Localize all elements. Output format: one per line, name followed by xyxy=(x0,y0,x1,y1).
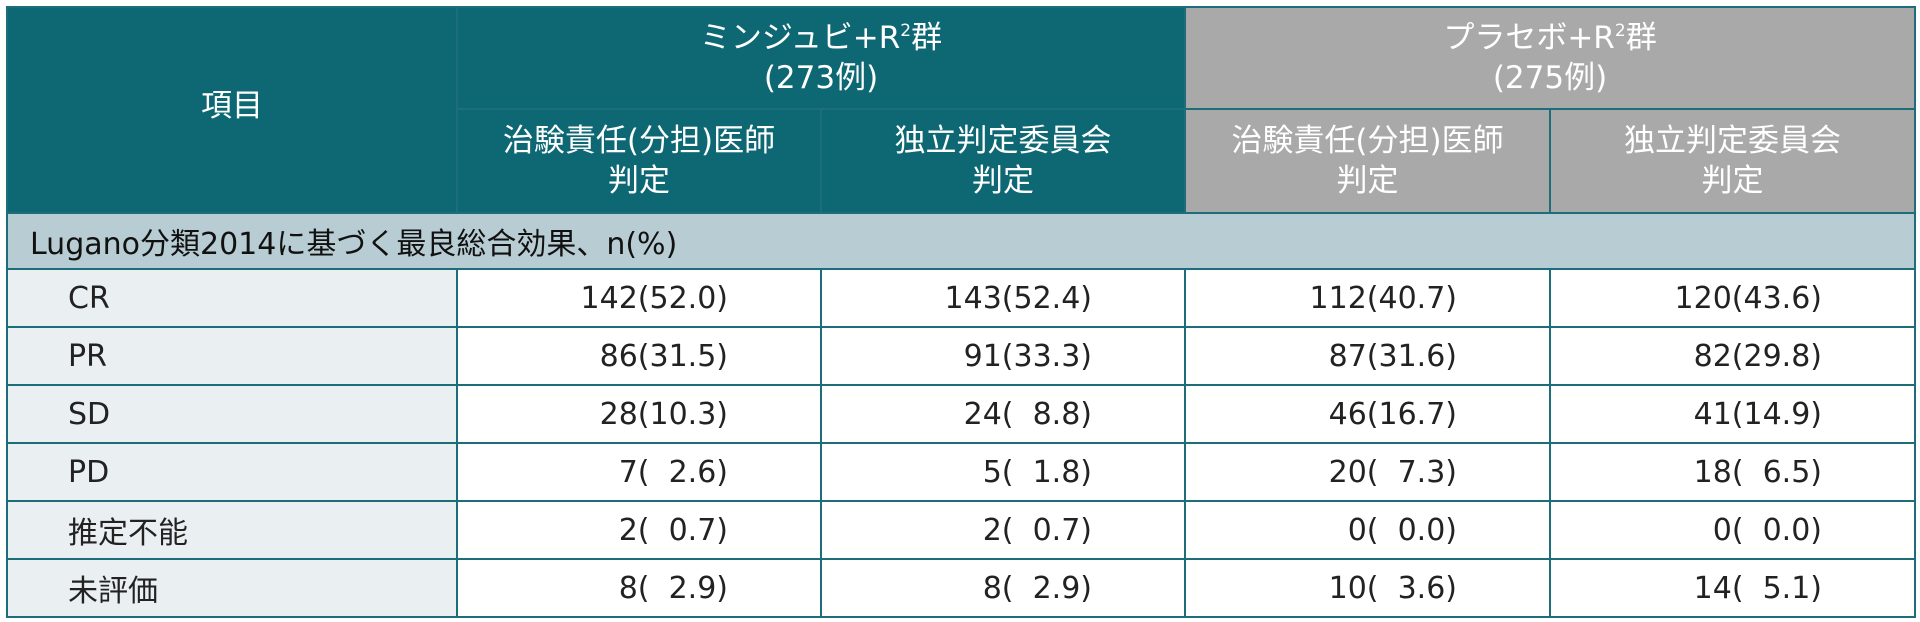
table-cell: 18( 6.5) xyxy=(1548,442,1917,502)
subheader-line2: 判定 xyxy=(608,163,670,199)
table-row-not-evaluable: 推定不能 2( 0.7) 2( 0.7) 0( 0.0) 0( 0.0) xyxy=(6,500,1917,560)
table-cell: 142(52.0) xyxy=(456,268,822,328)
row-label: 未評価 xyxy=(6,558,458,618)
group-name-sup: 2 xyxy=(900,21,912,42)
table-cell: 87(31.6) xyxy=(1184,326,1551,386)
table-cell: 112(40.7) xyxy=(1184,268,1551,328)
group-name-placebo: プラセボ+R2群 xyxy=(1186,18,1914,58)
subheader-line2: 判定 xyxy=(1701,163,1764,199)
table-row-not-assessed: 未評価 8( 2.9) 8( 2.9) 10( 3.6) 14( 5.1) xyxy=(6,558,1917,618)
table-cell: 5( 1.8) xyxy=(820,442,1186,502)
table-cell: 8( 2.9) xyxy=(456,558,822,618)
row-label: PR xyxy=(6,326,458,386)
table-cell: 46(16.7) xyxy=(1184,384,1551,444)
group-n-placebo: (275例) xyxy=(1492,60,1608,96)
subheader-line1: 独立判定委員会 xyxy=(894,123,1112,159)
table-cell: 86(31.5) xyxy=(456,326,822,386)
row-label: SD xyxy=(6,384,458,444)
table-cell: 41(14.9) xyxy=(1548,384,1917,444)
subheader-line2: 判定 xyxy=(972,163,1034,199)
table-cell: 10( 3.6) xyxy=(1184,558,1551,618)
header-row-sub: 治験責任(分担)医師 判定 独立判定委員会 判定 治験責任(分担)医師 判定 独… xyxy=(7,108,1917,214)
group-name-minjuvi: ミンジュビ+R2群 xyxy=(458,18,1184,58)
section-title: Lugano分類2014に基づく最良総合効果、n(%) xyxy=(5,212,1917,270)
subheader-line1: 治験責任(分担)医師 xyxy=(502,123,776,159)
table-cell: 82(29.8) xyxy=(1548,326,1917,386)
table-row-pd: PD 7( 2.6) 5( 1.8) 20( 7.3) 18( 6.5) xyxy=(6,442,1917,502)
table-cell: 2( 0.7) xyxy=(820,500,1186,560)
table-cell: 0( 0.0) xyxy=(1548,500,1917,560)
subheader-minjuvi-irc: 独立判定委員会 判定 xyxy=(820,108,1186,214)
group-n-minjuvi: (273例) xyxy=(763,60,879,96)
item-header: 項目 xyxy=(6,6,458,214)
table-row-sd: SD 28(10.3) 24( 8.8) 46(16.7) 41(14.9) xyxy=(6,384,1917,444)
table-cell: 120(43.6) xyxy=(1548,268,1917,328)
subheader-line2: 判定 xyxy=(1336,163,1399,199)
table-cell: 2( 0.7) xyxy=(456,500,822,560)
row-label: PD xyxy=(6,442,458,502)
table-row-pr: PR 86(31.5) 91(33.3) 87(31.6) 82(29.8) xyxy=(6,326,1917,386)
table-cell: 20( 7.3) xyxy=(1184,442,1551,502)
table-row-cr: CR 142(52.0) 143(52.4) 112(40.7) 120(43.… xyxy=(6,268,1917,328)
subheader-placebo-irc: 独立判定委員会 判定 xyxy=(1548,108,1917,214)
table-cell: 28(10.3) xyxy=(456,384,822,444)
row-label: 推定不能 xyxy=(6,500,458,560)
table-cell: 14( 5.1) xyxy=(1548,558,1917,618)
group-name-suffix: 群 xyxy=(1625,20,1657,56)
group-name-prefix: ミンジュビ+R xyxy=(699,20,901,56)
group-name-prefix: プラセボ+R xyxy=(1443,20,1615,56)
subheader-minjuvi-investigator: 治験責任(分担)医師 判定 xyxy=(456,108,822,214)
table-cell: 7( 2.6) xyxy=(456,442,822,502)
table-cell: 0( 0.0) xyxy=(1184,500,1551,560)
section-row: Lugano分類2014に基づく最良総合効果、n(%) xyxy=(5,212,1917,270)
subheader-placebo-investigator: 治験責任(分担)医師 判定 xyxy=(1184,108,1551,214)
table-cell: 8( 2.9) xyxy=(820,558,1186,618)
table-cell: 143(52.4) xyxy=(820,268,1186,328)
row-label: CR xyxy=(6,268,458,328)
group-header-minjuvi: ミンジュビ+R2群 (273例) xyxy=(456,6,1186,110)
item-header-label: 項目 xyxy=(201,88,263,124)
subheader-line1: 独立判定委員会 xyxy=(1624,123,1841,159)
subheader-line1: 治験責任(分担)医師 xyxy=(1231,123,1504,159)
group-header-placebo: プラセボ+R2群 (275例) xyxy=(1183,6,1917,110)
efficacy-table: 項目 ミンジュビ+R2群 (273例) プラセボ+R2群 (275例) 治験責任… xyxy=(5,6,1917,618)
table-cell: 24( 8.8) xyxy=(820,384,1186,444)
table-cell: 91(33.3) xyxy=(820,326,1186,386)
group-name-suffix: 群 xyxy=(911,20,943,56)
group-name-sup: 2 xyxy=(1614,21,1626,42)
header-row-groups: 項目 ミンジュビ+R2群 (273例) プラセボ+R2群 (275例) xyxy=(6,6,1917,214)
